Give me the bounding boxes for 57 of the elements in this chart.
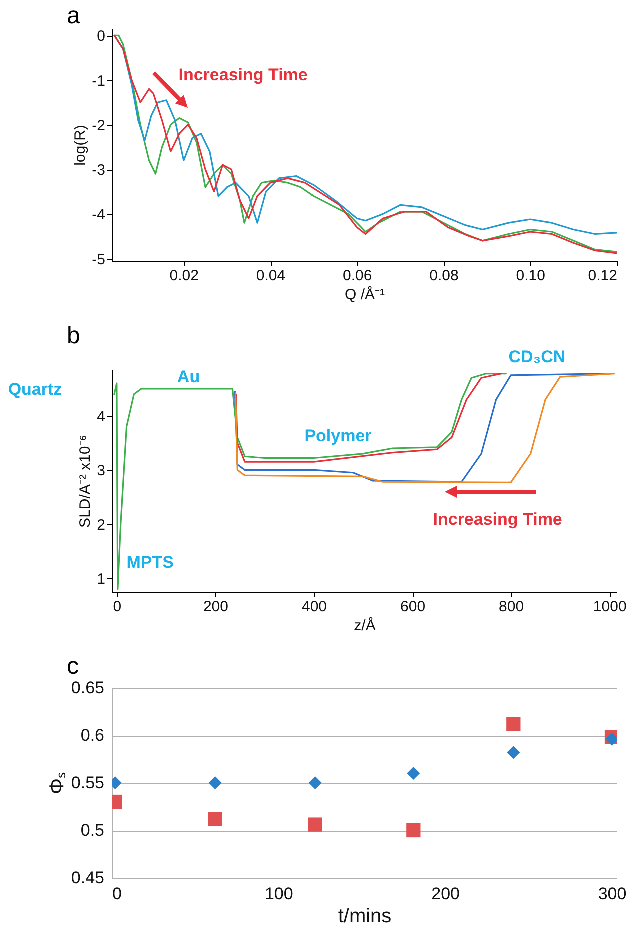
point	[605, 732, 617, 746]
y-tick-label: 0.5	[80, 821, 104, 840]
point	[308, 776, 322, 790]
x-tick-label: 100	[264, 884, 294, 904]
text: Quartz	[8, 380, 62, 399]
x-tick-label: 400	[302, 598, 328, 616]
y-tick-label: 0.45	[71, 868, 104, 888]
text: CD₃CN	[508, 348, 566, 367]
point	[208, 776, 222, 790]
y-tick-label: 0.6	[80, 726, 104, 745]
chart-title: c	[67, 653, 79, 680]
y-axis-title: Φₛ	[46, 772, 68, 794]
x-tick-label: 0.08	[430, 268, 459, 284]
y-tick-label: -3	[92, 162, 106, 180]
y-tick-label: 0.65	[71, 678, 104, 698]
y-tick-label: 2	[97, 516, 106, 534]
y-tick-label: 3	[97, 462, 106, 480]
chart-title: b	[67, 322, 80, 350]
x-tick-label: 0.06	[343, 268, 372, 284]
line-series	[235, 372, 502, 463]
point	[506, 717, 521, 732]
x-tick-label: 600	[400, 598, 426, 616]
x-tick-label: 0.04	[256, 268, 286, 284]
point	[308, 818, 322, 832]
y-tick-label: -1	[92, 72, 106, 90]
annotation: MPTS	[126, 553, 174, 572]
y-axis-title: SLD/A⁻² x10⁻⁶	[77, 435, 94, 528]
x-tick-label: 0.10	[516, 268, 546, 284]
x-tick-label: 800	[499, 598, 524, 616]
x-axis-title: Q /Å⁻¹	[344, 286, 386, 304]
y-tick-label: 0	[97, 28, 106, 46]
x-axis-title: z/Å	[354, 616, 376, 634]
annotation: Polymer	[304, 426, 372, 446]
x-tick-label: 200	[432, 884, 460, 904]
x-tick-label: 300	[598, 884, 627, 904]
x-tick-label: 0	[113, 598, 122, 616]
point	[407, 766, 420, 780]
x-axis-title: t/mins	[338, 906, 392, 928]
y-tick-label: 1	[97, 570, 106, 588]
point	[208, 812, 222, 826]
y-axis-title: log(R)	[72, 125, 90, 166]
y-tick-label: 0.55	[71, 774, 104, 792]
annotation: Increasing Time	[178, 65, 308, 84]
x-tick-label: 1000	[593, 598, 627, 616]
y-tick-label: 4	[97, 408, 106, 426]
y-tick-label: -4	[92, 206, 106, 224]
y-tick-label: -5	[92, 251, 106, 268]
y-tick-label: -2	[92, 117, 106, 134]
point	[507, 746, 520, 760]
x-tick-label: 0.12	[588, 268, 618, 284]
annotation: Au	[177, 368, 200, 387]
x-tick-label: 0	[112, 884, 122, 904]
point	[406, 823, 421, 838]
annotation: Increasing Time	[433, 510, 562, 529]
x-tick-label: 200	[203, 598, 228, 616]
chart-title: a	[67, 2, 81, 30]
x-tick-label: 0.02	[170, 268, 199, 284]
